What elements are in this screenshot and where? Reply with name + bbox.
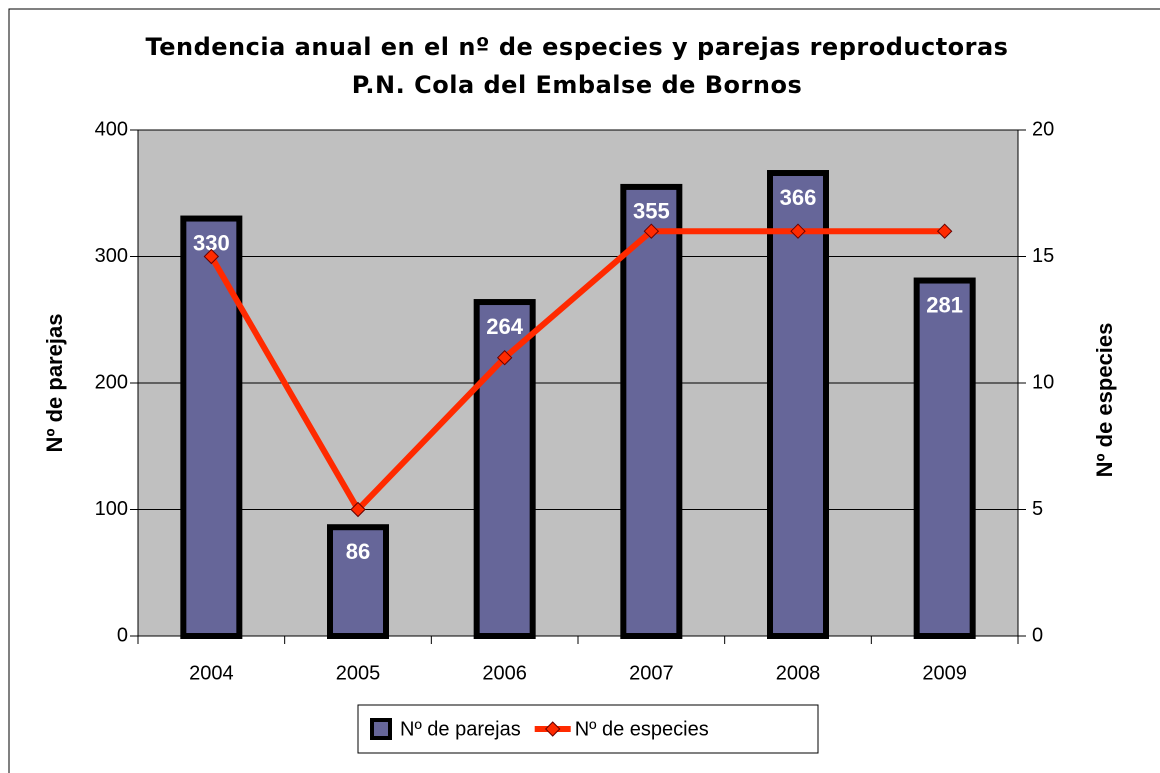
y-tick-label: 200 xyxy=(95,371,128,393)
bar xyxy=(767,170,829,639)
bar xyxy=(913,277,976,639)
y-tick-label: 400 xyxy=(95,118,128,140)
legend-swatch xyxy=(544,721,561,737)
x-tick-label: 2004 xyxy=(189,662,234,684)
line-marker xyxy=(790,223,806,239)
legend-label: Nº de parejas xyxy=(400,718,521,740)
line-marker xyxy=(203,248,220,265)
x-tick-label: 2008 xyxy=(776,662,821,684)
x-tick-label: 2009 xyxy=(922,662,967,684)
y2-tick-label: 0 xyxy=(1032,624,1043,646)
data-label: 281 xyxy=(926,292,963,317)
legend: Nº de parejas Nº de especies xyxy=(357,704,819,754)
y2-axis-label: Nº de especies xyxy=(1092,323,1117,478)
bar xyxy=(473,299,536,639)
y2-tick-label: 15 xyxy=(1032,245,1054,267)
line-marker xyxy=(936,223,953,239)
y-axis-label: Nº de parejas xyxy=(42,314,67,453)
line-marker xyxy=(496,349,513,366)
line-marker xyxy=(350,501,366,518)
bar xyxy=(180,215,243,640)
data-label: 86 xyxy=(346,539,370,564)
bar xyxy=(327,524,389,640)
line-marker xyxy=(643,223,660,239)
y-tick-label: 100 xyxy=(95,498,128,520)
legend-swatch xyxy=(370,718,392,740)
y-tick-label: 300 xyxy=(95,245,128,267)
y2-tick-label: 10 xyxy=(1032,371,1054,393)
legend-box xyxy=(357,704,819,754)
y2-tick-label: 5 xyxy=(1032,498,1043,520)
x-tick-label: 2005 xyxy=(336,662,381,684)
y-tick-label: 0 xyxy=(117,624,128,646)
legend-label: Nº de especies xyxy=(575,718,709,740)
data-label: 264 xyxy=(486,314,523,339)
data-label: 366 xyxy=(780,185,817,210)
data-label: 355 xyxy=(633,199,670,224)
y2-tick-label: 20 xyxy=(1032,118,1054,140)
line xyxy=(208,228,945,513)
chart-subtitle: P.N. Cola del Embalse de Bornos xyxy=(352,71,803,99)
chart-title: Tendencia anual en el nº de especies y p… xyxy=(146,33,1009,61)
x-tick-label: 2007 xyxy=(629,662,674,684)
bar xyxy=(620,183,683,640)
x-tick-label: 2006 xyxy=(482,662,527,684)
